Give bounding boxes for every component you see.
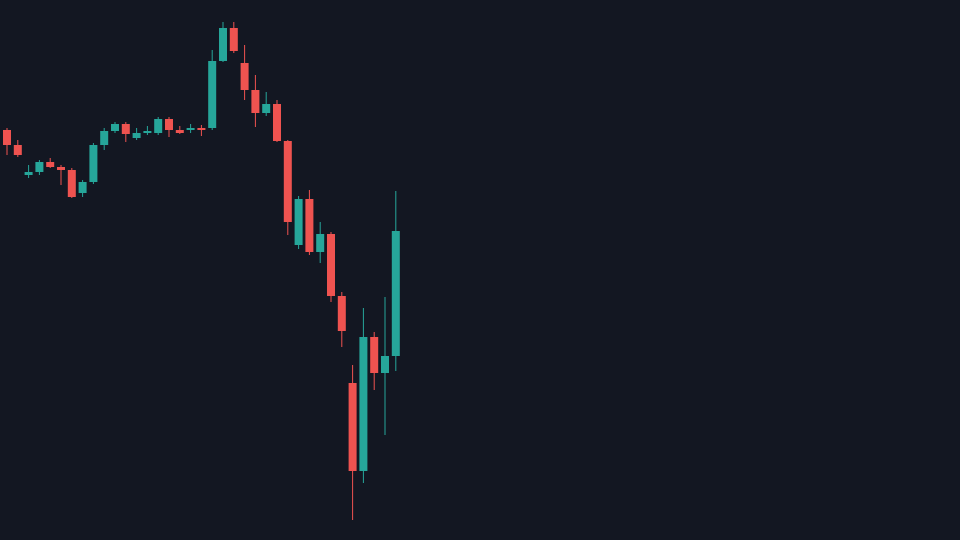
candle-body: [143, 131, 152, 133]
candle-body: [100, 131, 109, 145]
candle-body: [89, 145, 98, 182]
candle-body: [381, 356, 389, 373]
candle-body: [24, 172, 33, 175]
candle-body: [186, 128, 195, 130]
candle-body: [316, 234, 325, 252]
candle-body: [229, 28, 238, 51]
candle-body: [78, 182, 87, 193]
candle-body: [121, 124, 130, 134]
candle-body: [46, 162, 55, 167]
candle-body: [305, 199, 314, 252]
candle-body: [111, 124, 119, 131]
candle-body: [240, 63, 249, 90]
candle-body: [391, 231, 400, 356]
candle-body: [197, 128, 206, 130]
candle-body: [208, 61, 217, 128]
candle-body: [294, 199, 303, 245]
candle-body: [154, 119, 163, 133]
candle-body: [337, 296, 346, 331]
candle-body: [348, 383, 357, 471]
candle-body: [370, 337, 379, 373]
candle-body: [262, 104, 271, 113]
candle-body: [165, 119, 173, 130]
candle-body: [359, 337, 368, 471]
candle-body: [132, 133, 141, 138]
candle-body: [57, 167, 65, 170]
candle-body: [3, 130, 11, 145]
candle-body: [67, 170, 76, 197]
candle-body: [283, 141, 292, 222]
candle-body: [175, 130, 184, 133]
candle-body: [273, 104, 281, 141]
candle-body: [219, 28, 227, 61]
candle-body: [251, 90, 260, 113]
candle-body: [327, 234, 335, 296]
candle-body: [13, 145, 22, 155]
candle-body: [35, 162, 44, 172]
